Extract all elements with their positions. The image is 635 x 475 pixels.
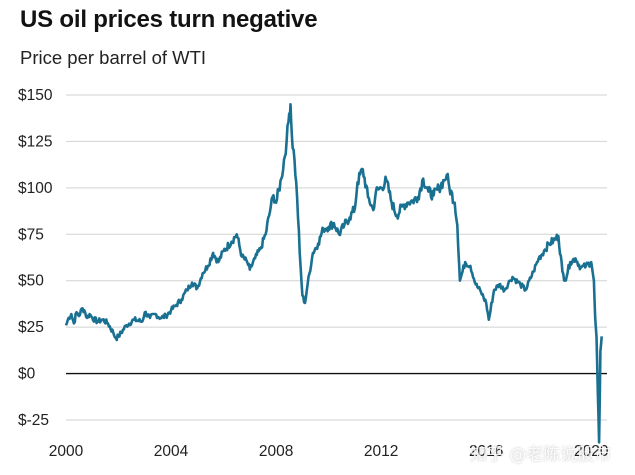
y-tick-label: $75: [18, 226, 44, 243]
y-axis-ticks: $-25 $0 $25 $50 $75 $100 $125 $150: [18, 87, 53, 429]
x-tick-label: 2004: [154, 443, 189, 460]
y-tick-label: $-25: [18, 412, 49, 429]
watermark: 知乎 @老陈说股市: [470, 445, 612, 465]
y-tick-label: $125: [18, 133, 52, 150]
x-tick-label: 2020: [574, 443, 609, 460]
chart-subtitle: Price per barrel of WTI: [20, 47, 207, 68]
y-tick-label: $0: [18, 366, 36, 383]
y-tick-label: $150: [18, 87, 53, 104]
grid: [66, 94, 607, 421]
y-tick-label: $100: [18, 180, 53, 197]
chart-title: US oil prices turn negative: [20, 6, 318, 33]
x-tick-label: 2008: [259, 443, 293, 460]
y-tick-label: $25: [18, 319, 44, 336]
y-tick-label: $50: [18, 273, 44, 290]
x-tick-label: 2012: [364, 443, 398, 460]
x-tick-label: 2016: [469, 443, 503, 460]
x-tick-label: 2000: [49, 443, 84, 460]
wti-price-line: [64, 103, 603, 444]
x-axis-ticks: 2000 2004 2008 2012 2016 2020: [49, 443, 609, 460]
